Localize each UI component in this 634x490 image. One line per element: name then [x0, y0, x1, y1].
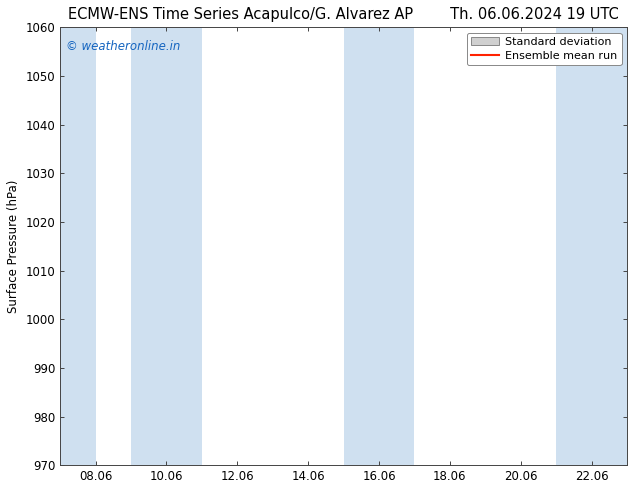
- Y-axis label: Surface Pressure (hPa): Surface Pressure (hPa): [7, 179, 20, 313]
- Title: ECMW-ENS Time Series Acapulco/G. Alvarez AP        Th. 06.06.2024 19 UTC: ECMW-ENS Time Series Acapulco/G. Alvarez…: [68, 7, 619, 22]
- Bar: [556, 27, 627, 465]
- Bar: [131, 27, 202, 465]
- Bar: [60, 27, 96, 465]
- Legend: Standard deviation, Ensemble mean run: Standard deviation, Ensemble mean run: [467, 33, 621, 65]
- Text: © weatheronline.in: © weatheronline.in: [66, 40, 180, 53]
- Bar: [344, 27, 415, 465]
